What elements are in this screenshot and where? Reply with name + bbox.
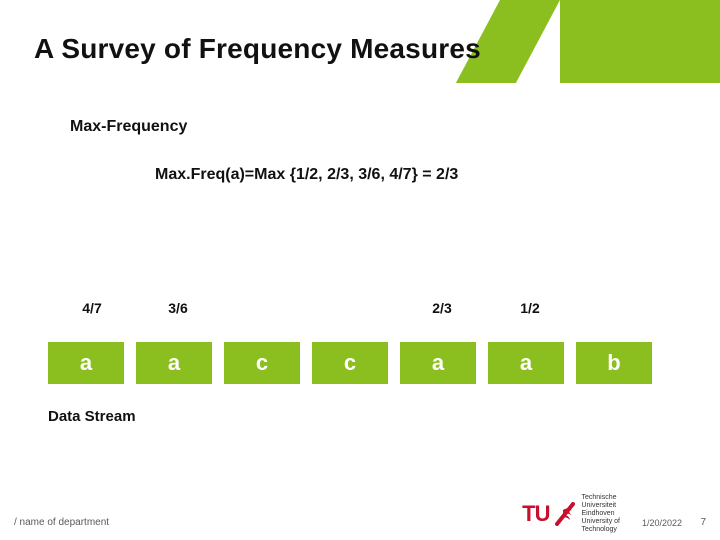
university-name-line: Universiteit (581, 502, 620, 510)
university-name-line: Technische (581, 494, 620, 502)
stream-box: a (48, 342, 124, 384)
footer-date: 1/20/2022 (642, 518, 682, 528)
stream-graphic: 4/73/62/31/2 aaccaab (48, 300, 668, 388)
ratio-label: 4/7 (62, 300, 122, 316)
slide-title: A Survey of Frequency Measures (0, 33, 481, 65)
university-name-line: University of (581, 518, 620, 526)
formula-text: Max.Freq(a)=Max {1/2, 2/3, 3/6, 4/7} = 2… (155, 166, 680, 184)
tu-logo-text: TU (522, 501, 549, 527)
ratio-label: 3/6 (148, 300, 208, 316)
title-accent-block (560, 0, 720, 83)
university-name-line: Eindhoven (581, 510, 620, 518)
stream-box: c (224, 342, 300, 384)
university-name-line: Technology (581, 526, 620, 534)
title-band: A Survey of Frequency Measures (0, 22, 720, 76)
ratio-label: 2/3 (412, 300, 472, 316)
footer-page-number: 7 (700, 517, 706, 528)
university-logo: TU TechnischeUniversiteitEindhovenUniver… (522, 494, 620, 534)
section-label: Max-Frequency (70, 118, 680, 136)
tu-e-icon (555, 502, 575, 526)
footer: / name of department TU TechnischeUniver… (0, 500, 720, 540)
stream-box: c (312, 342, 388, 384)
stream-box: a (488, 342, 564, 384)
stream-label: Data Stream (48, 408, 136, 425)
stream-box: a (136, 342, 212, 384)
university-name: TechnischeUniversiteitEindhovenUniversit… (581, 494, 620, 534)
stream-box: b (576, 342, 652, 384)
stream-box: a (400, 342, 476, 384)
footer-department: / name of department (14, 517, 109, 528)
ratio-label: 1/2 (500, 300, 560, 316)
content-area: Max-Frequency Max.Freq(a)=Max {1/2, 2/3,… (70, 118, 680, 184)
ratio-row: 4/7 3/6 2/3 1/2 (48, 300, 668, 324)
boxes-row: aaccaab (48, 342, 668, 388)
